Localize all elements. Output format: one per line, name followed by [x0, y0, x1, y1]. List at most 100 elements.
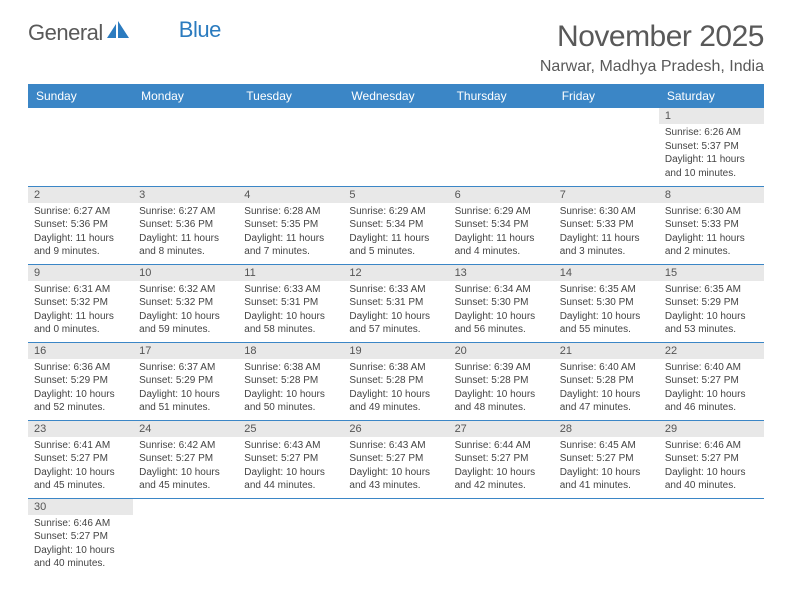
day-content: Sunrise: 6:37 AMSunset: 5:29 PMDaylight:…: [133, 359, 238, 419]
day-number: 9: [28, 265, 133, 281]
day-content: Sunrise: 6:29 AMSunset: 5:34 PMDaylight:…: [343, 203, 448, 263]
day-number: 25: [238, 421, 343, 437]
calendar-day-cell: [133, 108, 238, 186]
calendar-day-cell: 21Sunrise: 6:40 AMSunset: 5:28 PMDayligh…: [554, 342, 659, 420]
day-content: Sunrise: 6:40 AMSunset: 5:27 PMDaylight:…: [659, 359, 764, 419]
calendar-day-cell: 13Sunrise: 6:34 AMSunset: 5:30 PMDayligh…: [449, 264, 554, 342]
day-number: 22: [659, 343, 764, 359]
calendar-week-row: 2Sunrise: 6:27 AMSunset: 5:36 PMDaylight…: [28, 186, 764, 264]
day-number: 3: [133, 187, 238, 203]
logo: General Blue: [28, 20, 221, 46]
day-number: 27: [449, 421, 554, 437]
calendar-week-row: 9Sunrise: 6:31 AMSunset: 5:32 PMDaylight…: [28, 264, 764, 342]
month-title: November 2025: [540, 20, 764, 54]
calendar-day-cell: [238, 108, 343, 186]
calendar-day-cell: 12Sunrise: 6:33 AMSunset: 5:31 PMDayligh…: [343, 264, 448, 342]
day-content: Sunrise: 6:46 AMSunset: 5:27 PMDaylight:…: [659, 437, 764, 497]
day-number: 14: [554, 265, 659, 281]
day-number: 16: [28, 343, 133, 359]
weekday-header: Tuesday: [238, 84, 343, 108]
calendar-day-cell: 25Sunrise: 6:43 AMSunset: 5:27 PMDayligh…: [238, 420, 343, 498]
calendar-day-cell: 3Sunrise: 6:27 AMSunset: 5:36 PMDaylight…: [133, 186, 238, 264]
day-number: 29: [659, 421, 764, 437]
weekday-header: Sunday: [28, 84, 133, 108]
day-number: 10: [133, 265, 238, 281]
day-content: Sunrise: 6:39 AMSunset: 5:28 PMDaylight:…: [449, 359, 554, 419]
day-number: 6: [449, 187, 554, 203]
calendar-day-cell: [133, 498, 238, 576]
calendar-day-cell: 5Sunrise: 6:29 AMSunset: 5:34 PMDaylight…: [343, 186, 448, 264]
calendar-day-cell: 29Sunrise: 6:46 AMSunset: 5:27 PMDayligh…: [659, 420, 764, 498]
day-number: 30: [28, 499, 133, 515]
calendar-day-cell: 19Sunrise: 6:38 AMSunset: 5:28 PMDayligh…: [343, 342, 448, 420]
day-content: Sunrise: 6:29 AMSunset: 5:34 PMDaylight:…: [449, 203, 554, 263]
day-number: 1: [659, 108, 764, 124]
calendar-week-row: 23Sunrise: 6:41 AMSunset: 5:27 PMDayligh…: [28, 420, 764, 498]
day-number: 26: [343, 421, 448, 437]
calendar-header-row: SundayMondayTuesdayWednesdayThursdayFrid…: [28, 84, 764, 108]
day-content: Sunrise: 6:26 AMSunset: 5:37 PMDaylight:…: [659, 124, 764, 184]
calendar-day-cell: 28Sunrise: 6:45 AMSunset: 5:27 PMDayligh…: [554, 420, 659, 498]
day-content: Sunrise: 6:41 AMSunset: 5:27 PMDaylight:…: [28, 437, 133, 497]
day-content: Sunrise: 6:38 AMSunset: 5:28 PMDaylight:…: [343, 359, 448, 419]
day-number: 23: [28, 421, 133, 437]
calendar-day-cell: 11Sunrise: 6:33 AMSunset: 5:31 PMDayligh…: [238, 264, 343, 342]
header: General Blue November 2025 Narwar, Madhy…: [28, 20, 764, 76]
day-number: 2: [28, 187, 133, 203]
logo-text-part2: Blue: [179, 17, 221, 43]
day-content: Sunrise: 6:36 AMSunset: 5:29 PMDaylight:…: [28, 359, 133, 419]
calendar-day-cell: 15Sunrise: 6:35 AMSunset: 5:29 PMDayligh…: [659, 264, 764, 342]
calendar-day-cell: 6Sunrise: 6:29 AMSunset: 5:34 PMDaylight…: [449, 186, 554, 264]
day-content: Sunrise: 6:30 AMSunset: 5:33 PMDaylight:…: [554, 203, 659, 263]
calendar-day-cell: [554, 498, 659, 576]
location-text: Narwar, Madhya Pradesh, India: [540, 58, 764, 76]
day-number: 13: [449, 265, 554, 281]
weekday-header: Wednesday: [343, 84, 448, 108]
weekday-header: Friday: [554, 84, 659, 108]
calendar-day-cell: 1Sunrise: 6:26 AMSunset: 5:37 PMDaylight…: [659, 108, 764, 186]
calendar-week-row: 30Sunrise: 6:46 AMSunset: 5:27 PMDayligh…: [28, 498, 764, 576]
day-content: Sunrise: 6:35 AMSunset: 5:29 PMDaylight:…: [659, 281, 764, 341]
day-number: 21: [554, 343, 659, 359]
day-content: Sunrise: 6:35 AMSunset: 5:30 PMDaylight:…: [554, 281, 659, 341]
day-number: 24: [133, 421, 238, 437]
calendar-week-row: 1Sunrise: 6:26 AMSunset: 5:37 PMDaylight…: [28, 108, 764, 186]
calendar-day-cell: 2Sunrise: 6:27 AMSunset: 5:36 PMDaylight…: [28, 186, 133, 264]
calendar-day-cell: 26Sunrise: 6:43 AMSunset: 5:27 PMDayligh…: [343, 420, 448, 498]
calendar-day-cell: 10Sunrise: 6:32 AMSunset: 5:32 PMDayligh…: [133, 264, 238, 342]
day-content: Sunrise: 6:30 AMSunset: 5:33 PMDaylight:…: [659, 203, 764, 263]
calendar-day-cell: [28, 108, 133, 186]
calendar-day-cell: 8Sunrise: 6:30 AMSunset: 5:33 PMDaylight…: [659, 186, 764, 264]
day-content: Sunrise: 6:45 AMSunset: 5:27 PMDaylight:…: [554, 437, 659, 497]
calendar-day-cell: 4Sunrise: 6:28 AMSunset: 5:35 PMDaylight…: [238, 186, 343, 264]
day-content: Sunrise: 6:44 AMSunset: 5:27 PMDaylight:…: [449, 437, 554, 497]
logo-text-part1: General: [28, 20, 103, 46]
day-content: Sunrise: 6:28 AMSunset: 5:35 PMDaylight:…: [238, 203, 343, 263]
calendar-day-cell: [554, 108, 659, 186]
calendar-day-cell: 27Sunrise: 6:44 AMSunset: 5:27 PMDayligh…: [449, 420, 554, 498]
day-content: Sunrise: 6:33 AMSunset: 5:31 PMDaylight:…: [238, 281, 343, 341]
day-content: Sunrise: 6:43 AMSunset: 5:27 PMDaylight:…: [343, 437, 448, 497]
calendar-day-cell: [343, 108, 448, 186]
day-number: 18: [238, 343, 343, 359]
calendar-day-cell: 30Sunrise: 6:46 AMSunset: 5:27 PMDayligh…: [28, 498, 133, 576]
day-number: 19: [343, 343, 448, 359]
weekday-header: Thursday: [449, 84, 554, 108]
day-content: Sunrise: 6:32 AMSunset: 5:32 PMDaylight:…: [133, 281, 238, 341]
day-content: Sunrise: 6:31 AMSunset: 5:32 PMDaylight:…: [28, 281, 133, 341]
day-content: Sunrise: 6:38 AMSunset: 5:28 PMDaylight:…: [238, 359, 343, 419]
calendar-day-cell: 9Sunrise: 6:31 AMSunset: 5:32 PMDaylight…: [28, 264, 133, 342]
calendar-day-cell: 24Sunrise: 6:42 AMSunset: 5:27 PMDayligh…: [133, 420, 238, 498]
day-content: Sunrise: 6:33 AMSunset: 5:31 PMDaylight:…: [343, 281, 448, 341]
day-content: Sunrise: 6:27 AMSunset: 5:36 PMDaylight:…: [28, 203, 133, 263]
calendar-day-cell: 14Sunrise: 6:35 AMSunset: 5:30 PMDayligh…: [554, 264, 659, 342]
day-number: 7: [554, 187, 659, 203]
weekday-header: Monday: [133, 84, 238, 108]
calendar-day-cell: 17Sunrise: 6:37 AMSunset: 5:29 PMDayligh…: [133, 342, 238, 420]
day-content: Sunrise: 6:43 AMSunset: 5:27 PMDaylight:…: [238, 437, 343, 497]
day-number: 8: [659, 187, 764, 203]
day-number: 4: [238, 187, 343, 203]
day-content: Sunrise: 6:34 AMSunset: 5:30 PMDaylight:…: [449, 281, 554, 341]
calendar-day-cell: 23Sunrise: 6:41 AMSunset: 5:27 PMDayligh…: [28, 420, 133, 498]
logo-sails-icon: [105, 20, 131, 46]
